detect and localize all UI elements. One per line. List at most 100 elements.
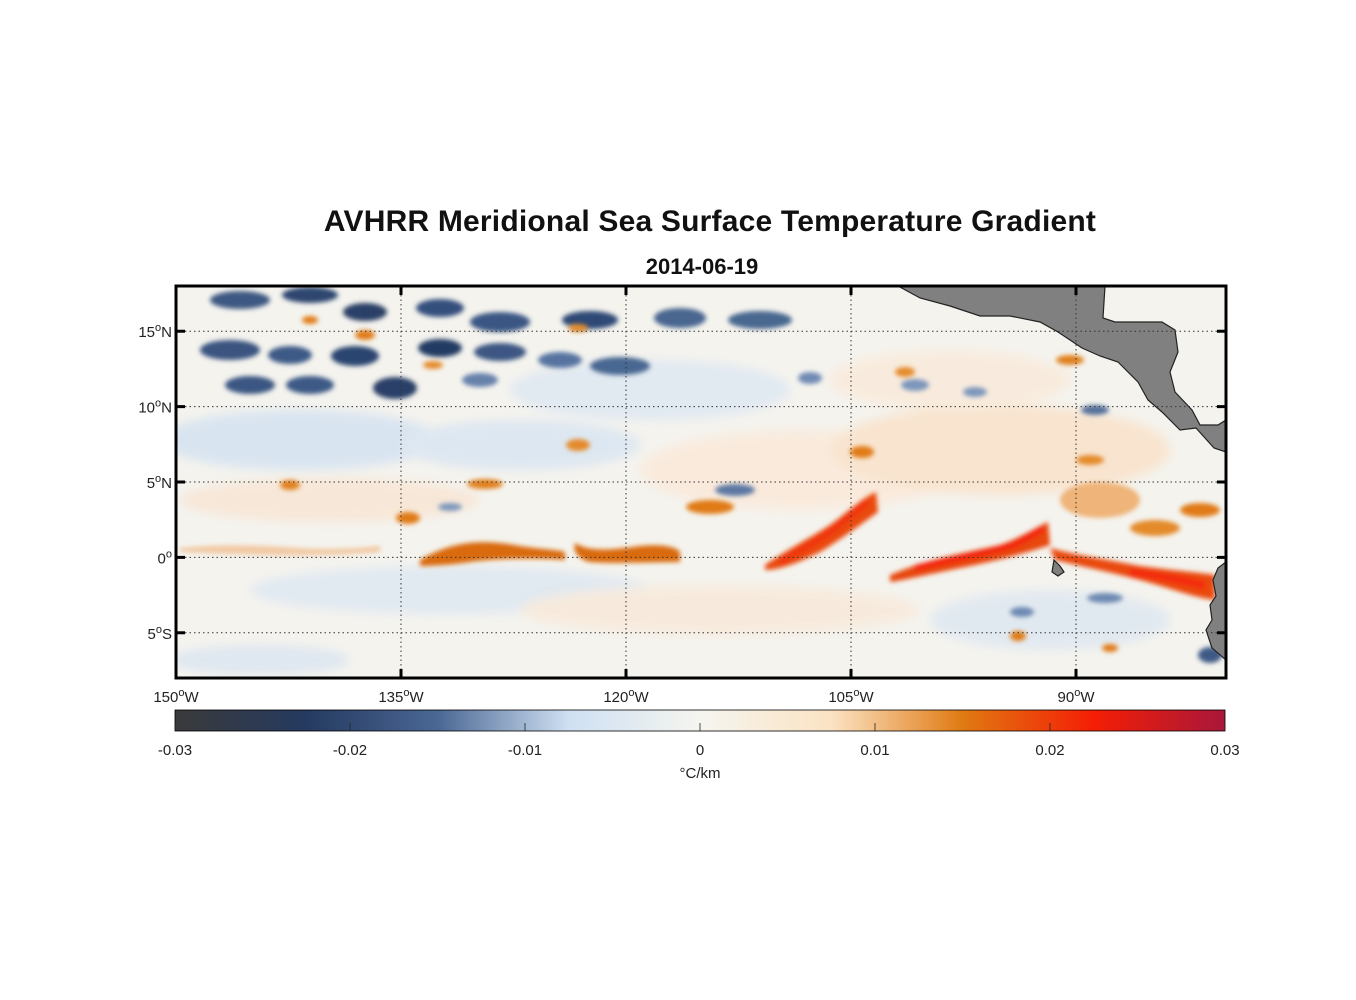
warm-patch bbox=[520, 585, 920, 635]
background-patches bbox=[176, 350, 1170, 675]
degree-symbol: o bbox=[156, 624, 162, 636]
colorbar-tick-label: -0.01 bbox=[508, 742, 542, 759]
map-area: 15oN 10oN 5oN 0o 5oS 150oW 135oW 120oW 105oW 90o… bbox=[138, 284, 1228, 706]
cold-eddy bbox=[416, 299, 464, 317]
x-tick-label: 120oW bbox=[603, 687, 649, 706]
y-tick-label: 5oS bbox=[148, 624, 172, 643]
cold-eddy bbox=[286, 376, 334, 394]
galapagos-islands bbox=[1051, 558, 1065, 577]
map-title: AVHRR Meridional Sea Surface Temperature… bbox=[323, 205, 1097, 238]
cold-eddy bbox=[282, 287, 338, 303]
warm-spot bbox=[850, 446, 874, 458]
degree-symbol: o bbox=[155, 473, 161, 485]
y-axis-labels: 15oN 10oN 5oN 0o 5oS bbox=[138, 322, 172, 643]
south-america bbox=[1205, 561, 1226, 661]
cool-patch bbox=[176, 410, 440, 470]
map-subtitle: 2014-06-19 bbox=[645, 254, 759, 279]
land bbox=[897, 286, 1226, 661]
colorbar-tick-label: -0.03 bbox=[158, 742, 192, 759]
warm-patch bbox=[180, 478, 480, 522]
cool-patch bbox=[400, 420, 640, 470]
degree-symbol: o bbox=[155, 322, 161, 334]
cold-eddy bbox=[474, 343, 526, 361]
cold-eddy bbox=[1087, 593, 1123, 603]
warm-front-3-core bbox=[778, 499, 870, 565]
cold-eddy bbox=[418, 339, 462, 357]
warm-patch bbox=[830, 405, 1170, 495]
y-tick-label: 10oN bbox=[138, 398, 172, 417]
warm-front-1 bbox=[420, 542, 565, 566]
cold-eddy bbox=[268, 346, 312, 364]
degree-symbol: o bbox=[155, 398, 161, 410]
warm-spot bbox=[1180, 503, 1220, 517]
cold-eddy bbox=[728, 311, 792, 329]
warm-spot bbox=[686, 500, 734, 514]
x-tick-label: 135oW bbox=[378, 687, 424, 706]
gradient-field bbox=[176, 286, 1226, 675]
cool-patch bbox=[176, 645, 350, 675]
north-cold-band bbox=[200, 287, 1222, 663]
degree-symbol: o bbox=[628, 687, 634, 699]
warm-front-west bbox=[180, 545, 380, 556]
x-axis-labels: 150oW 135oW 120oW 105oW 90oW bbox=[153, 687, 1095, 706]
warm-spot bbox=[1060, 482, 1140, 518]
cold-eddy bbox=[1081, 405, 1109, 415]
x-tick-label: 90oW bbox=[1058, 687, 1096, 706]
colorbar-tick-label: 0.01 bbox=[860, 742, 889, 759]
cold-eddy bbox=[225, 376, 275, 394]
cold-eddy bbox=[715, 484, 755, 496]
cold-eddy bbox=[470, 312, 530, 332]
cold-eddy bbox=[1010, 607, 1034, 617]
warm-front-2 bbox=[574, 543, 680, 563]
cold-eddy bbox=[373, 377, 417, 399]
cold-eddy bbox=[343, 303, 387, 321]
cold-eddy bbox=[963, 387, 987, 397]
colorbar-tick-labels: -0.03 -0.02 -0.01 0 0.01 0.02 0.03 bbox=[158, 742, 1240, 759]
degree-symbol: o bbox=[166, 548, 172, 560]
colorbar-ticks bbox=[174, 723, 1226, 731]
warm-spot bbox=[1010, 631, 1026, 641]
degree-symbol: o bbox=[1074, 687, 1080, 699]
x-tick-label: 150oW bbox=[153, 687, 199, 706]
cold-eddy bbox=[200, 340, 260, 360]
colorbar: -0.03 -0.02 -0.01 0 0.01 0.02 0.03 °C/km bbox=[158, 709, 1240, 782]
degree-symbol: o bbox=[403, 687, 409, 699]
cool-patch bbox=[930, 590, 1170, 650]
cold-eddy bbox=[590, 357, 650, 375]
cold-eddy bbox=[538, 352, 582, 368]
warm-spot bbox=[895, 367, 915, 377]
colorbar-tick-label: -0.02 bbox=[333, 742, 367, 759]
warm-front-peru-core bbox=[1129, 568, 1207, 590]
degree-symbol: o bbox=[853, 687, 859, 699]
warm-spot bbox=[467, 479, 503, 489]
cold-eddy bbox=[438, 503, 462, 511]
cold-eddy bbox=[462, 373, 498, 387]
cold-eddy bbox=[901, 379, 929, 391]
warm-front-4-core bbox=[914, 525, 1045, 571]
warm-patch bbox=[830, 350, 1070, 410]
cold-eddy bbox=[654, 308, 706, 328]
warm-spot bbox=[1056, 355, 1084, 365]
warm-spot bbox=[396, 512, 420, 524]
cold-eddy bbox=[798, 372, 822, 384]
axis-ticks bbox=[174, 286, 1226, 678]
warm-spot bbox=[568, 324, 588, 332]
y-tick-label: 5oN bbox=[147, 473, 172, 492]
colorbar-tick-label: 0 bbox=[696, 742, 704, 759]
warm-spot bbox=[1076, 455, 1104, 465]
warm-spot bbox=[423, 361, 443, 369]
colorbar-tick-label: 0.02 bbox=[1035, 742, 1064, 759]
warm-spot bbox=[1102, 644, 1118, 652]
warm-spot bbox=[355, 330, 375, 340]
central-america bbox=[897, 286, 1226, 453]
cold-eddy bbox=[210, 291, 270, 309]
warm-spot bbox=[1130, 520, 1180, 536]
warm-spots bbox=[280, 316, 1220, 652]
warm-front-3 bbox=[765, 492, 878, 570]
x-tick-label: 105oW bbox=[828, 687, 874, 706]
colorbar-unit-label: °C/km bbox=[680, 765, 721, 782]
cold-eddy bbox=[331, 346, 379, 366]
y-tick-label: 0o bbox=[158, 548, 172, 567]
cool-patch bbox=[510, 360, 790, 420]
